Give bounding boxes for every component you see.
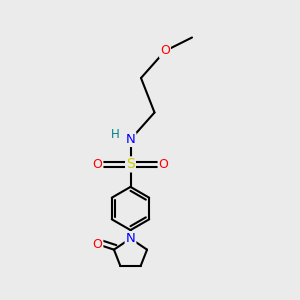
Text: O: O (93, 158, 102, 171)
Text: H: H (110, 128, 119, 141)
Text: N: N (126, 232, 135, 245)
Text: O: O (159, 158, 168, 171)
Text: O: O (160, 44, 170, 58)
Text: N: N (126, 133, 135, 146)
Text: S: S (126, 158, 135, 171)
Text: O: O (92, 238, 102, 251)
